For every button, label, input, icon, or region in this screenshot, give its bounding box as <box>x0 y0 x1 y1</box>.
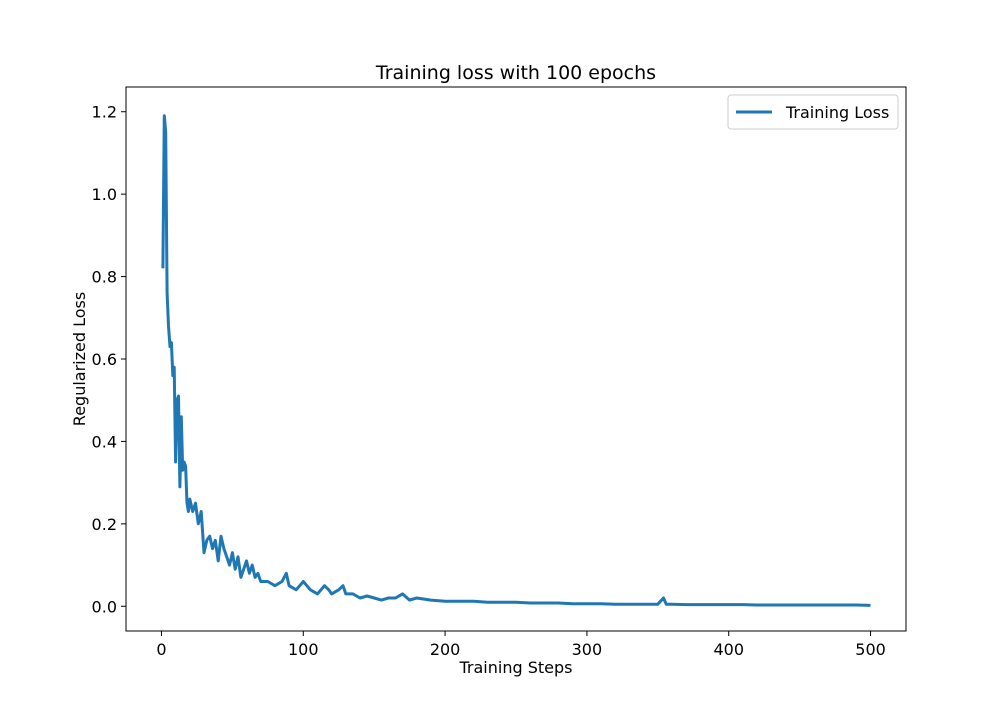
legend-box <box>727 94 899 130</box>
y-tick-label: 1.2 <box>92 103 117 122</box>
x-tick-label: 0 <box>156 640 166 659</box>
y-tick-label: 0.8 <box>92 268 117 287</box>
x-tick-label: 100 <box>288 640 319 659</box>
x-axis-label: Training Steps <box>459 658 573 677</box>
plot-frame <box>125 86 907 632</box>
y-tick-label: 0.6 <box>92 350 117 369</box>
legend: Training Loss <box>727 94 899 130</box>
chart-title: Training loss with 100 epochs <box>375 62 656 84</box>
training-loss-line <box>161 114 871 607</box>
y-tick-label: 1.0 <box>92 185 117 204</box>
legend-entry-training-loss: Training Loss <box>785 103 889 122</box>
y-axis: 0.0 0.2 0.4 0.6 0.8 1.0 1.2 <box>92 103 126 616</box>
x-tick-label: 400 <box>713 640 744 659</box>
x-tick-label: 500 <box>855 640 886 659</box>
y-tick-label: 0.4 <box>92 432 117 451</box>
x-tick-label: 300 <box>572 640 603 659</box>
x-tick-label: 200 <box>430 640 461 659</box>
x-axis: 0 100 200 300 400 500 <box>156 631 886 659</box>
y-tick-label: 0.0 <box>92 597 117 616</box>
y-tick-label: 0.2 <box>92 515 117 534</box>
y-axis-label: Regularized Loss <box>70 292 89 426</box>
